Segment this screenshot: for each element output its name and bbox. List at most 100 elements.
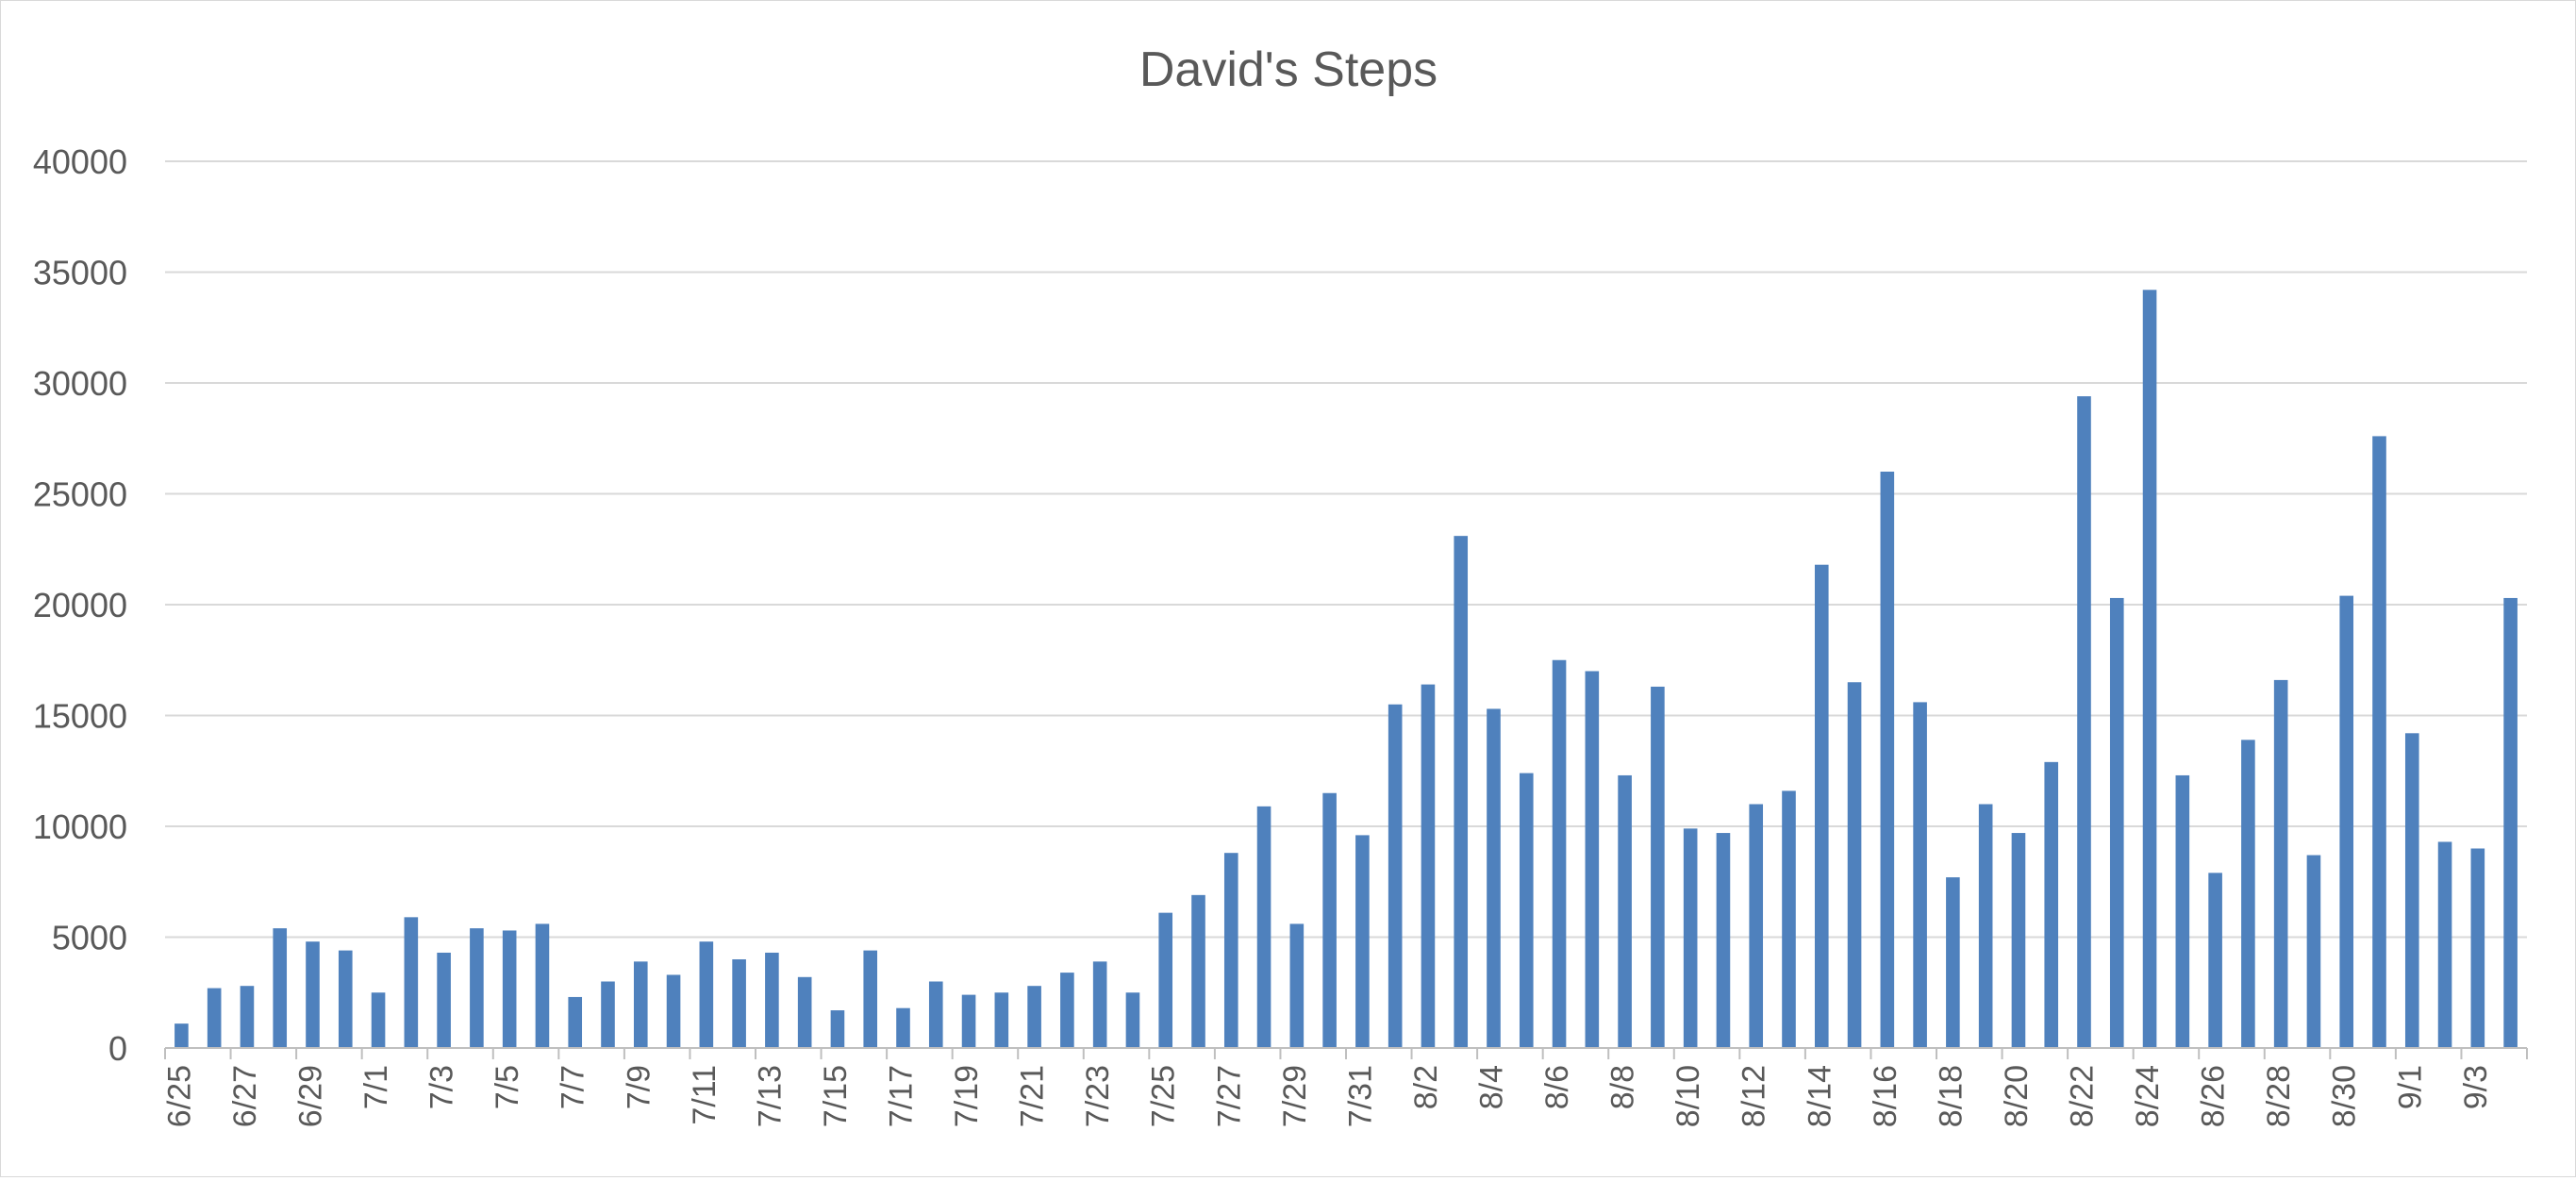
bar	[601, 981, 615, 1048]
x-tick-label: 8/26	[2196, 1065, 2232, 1127]
bar	[961, 994, 976, 1048]
bar	[1191, 894, 1205, 1048]
bar	[732, 959, 746, 1048]
y-tick-label: 15000	[33, 697, 127, 736]
bar	[2273, 679, 2288, 1048]
x-tick-label: 9/1	[2392, 1065, 2428, 1109]
bar	[2109, 597, 2124, 1048]
bar	[2404, 733, 2419, 1048]
bar	[175, 1023, 189, 1048]
bar	[1880, 472, 1895, 1048]
chart-title: David's Steps	[1139, 42, 1438, 97]
bar	[404, 917, 419, 1048]
bar	[994, 992, 1009, 1048]
bar	[2011, 833, 2026, 1048]
bar	[338, 950, 353, 1048]
bar	[1519, 773, 1534, 1048]
x-tick-label: 7/5	[490, 1065, 525, 1109]
x-tick-label: 8/8	[1605, 1065, 1641, 1109]
x-tick-label: 8/2	[1408, 1065, 1444, 1109]
bar	[535, 923, 550, 1048]
y-tick-label: 0	[108, 1029, 127, 1068]
bar	[371, 992, 386, 1048]
bar	[2142, 290, 2157, 1048]
x-tick-label: 7/11	[687, 1065, 723, 1125]
bar	[1256, 806, 1271, 1048]
bar	[797, 976, 812, 1048]
bar	[1978, 804, 1993, 1048]
bar	[1552, 659, 1567, 1048]
bar	[1223, 853, 1238, 1048]
x-tick-label: 7/29	[1277, 1065, 1313, 1127]
bar	[2077, 396, 2091, 1049]
bar	[2306, 855, 2321, 1048]
x-tick-label: 8/30	[2327, 1065, 2363, 1127]
bar	[1913, 702, 1927, 1048]
bar	[2208, 873, 2222, 1048]
y-tick-label: 30000	[33, 364, 127, 403]
bar	[1782, 790, 1796, 1048]
x-tick-label: 7/17	[883, 1065, 919, 1127]
bar	[2044, 761, 2059, 1048]
x-tick-label: 7/27	[1211, 1065, 1247, 1127]
bar	[2470, 848, 2485, 1048]
bar-series	[175, 290, 2518, 1049]
x-tick-label: 7/31	[1342, 1065, 1378, 1127]
bar	[1322, 792, 1337, 1048]
bar	[1683, 828, 1698, 1048]
y-tick-label: 10000	[33, 807, 127, 846]
x-tick-label: 8/24	[2130, 1065, 2166, 1127]
bar	[1454, 536, 1469, 1048]
bar	[2437, 841, 2452, 1048]
x-tick-label: 9/3	[2458, 1065, 2494, 1109]
bar	[1814, 564, 1829, 1048]
bar	[1421, 684, 1436, 1048]
bar	[1355, 835, 1370, 1048]
x-tick-label: 8/10	[1670, 1065, 1706, 1127]
bar	[1847, 682, 1862, 1048]
x-tick-label: 8/14	[1802, 1065, 1837, 1127]
y-axis-tick-labels: 0 5000 10000 15000 20000 25000 30000 35000 40000	[33, 142, 127, 1068]
x-axis	[164, 1047, 2528, 1059]
x-tick-label: 7/19	[949, 1065, 985, 1127]
y-tick-label: 20000	[33, 586, 127, 624]
x-tick-label: 7/3	[424, 1065, 460, 1109]
bar	[1027, 986, 1041, 1048]
x-tick-label: 8/22	[2064, 1065, 2100, 1127]
x-tick-label: 6/29	[292, 1065, 328, 1127]
y-tick-label: 40000	[33, 142, 127, 181]
x-tick-label: 8/4	[1473, 1065, 1509, 1109]
x-tick-label: 7/1	[358, 1065, 394, 1109]
x-tick-label: 8/20	[1999, 1065, 2035, 1127]
bar	[1092, 961, 1107, 1048]
x-tick-label: 6/27	[227, 1065, 263, 1127]
x-tick-label: 7/25	[1146, 1065, 1182, 1127]
bar	[568, 996, 583, 1048]
gridlines	[165, 160, 2527, 939]
x-tick-label: 7/21	[1015, 1065, 1051, 1127]
bar	[666, 974, 681, 1048]
x-tick-label: 7/9	[621, 1065, 656, 1109]
bar	[273, 928, 288, 1048]
bar	[1946, 877, 1960, 1048]
bar	[863, 950, 878, 1048]
bar	[928, 981, 943, 1048]
bar	[765, 952, 779, 1048]
bar	[470, 928, 484, 1048]
bar	[1618, 774, 1632, 1048]
x-tick-label: 6/25	[161, 1065, 197, 1127]
y-tick-label: 35000	[33, 254, 127, 292]
x-tick-label: 8/6	[1539, 1065, 1575, 1109]
bar	[1716, 833, 1731, 1048]
bar	[896, 1007, 910, 1048]
y-tick-label: 5000	[52, 919, 127, 957]
x-tick-label: 7/13	[752, 1065, 788, 1127]
bar	[2372, 436, 2386, 1048]
x-tick-label: 8/16	[1868, 1065, 1903, 1127]
bar	[830, 1010, 845, 1048]
bar	[1158, 912, 1173, 1048]
bar	[633, 961, 648, 1048]
bar	[2241, 740, 2255, 1048]
